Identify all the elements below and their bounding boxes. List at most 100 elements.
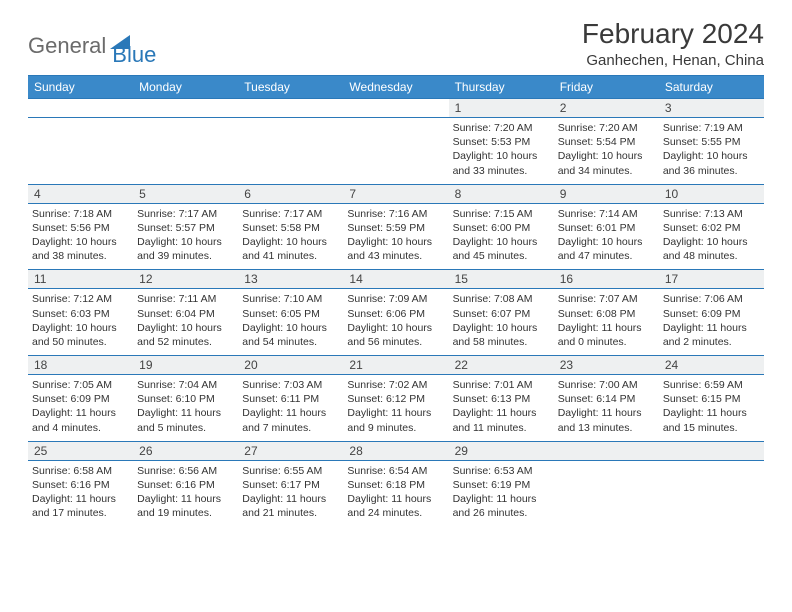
day-detail-cell (343, 118, 448, 185)
sunrise-line: Sunrise: 7:17 AM (242, 207, 339, 221)
day-number-cell: 20 (238, 356, 343, 375)
sunset-line: Sunset: 6:04 PM (137, 307, 234, 321)
sunrise-line: Sunrise: 7:20 AM (453, 121, 550, 135)
daylight-line: Daylight: 11 hours and 0 minutes. (558, 321, 655, 349)
calendar-table: Sunday Monday Tuesday Wednesday Thursday… (28, 76, 764, 526)
sunset-line: Sunset: 6:03 PM (32, 307, 129, 321)
sunrise-line: Sunrise: 7:18 AM (32, 207, 129, 221)
sunrise-line: Sunrise: 6:54 AM (347, 464, 444, 478)
day-detail-cell: Sunrise: 7:06 AMSunset: 6:09 PMDaylight:… (659, 289, 764, 356)
day-detail-cell (28, 118, 133, 185)
day-detail-cell: Sunrise: 7:20 AMSunset: 5:54 PMDaylight:… (554, 118, 659, 185)
sunset-line: Sunset: 5:55 PM (663, 135, 760, 149)
daylight-line: Daylight: 10 hours and 45 minutes. (453, 235, 550, 263)
logo-word-2: Blue (112, 42, 156, 68)
daylight-line: Daylight: 10 hours and 43 minutes. (347, 235, 444, 263)
daylight-line: Daylight: 10 hours and 50 minutes. (32, 321, 129, 349)
sunrise-line: Sunrise: 7:11 AM (137, 292, 234, 306)
day-number-cell: 26 (133, 441, 238, 460)
sunset-line: Sunset: 6:08 PM (558, 307, 655, 321)
sunset-line: Sunset: 6:02 PM (663, 221, 760, 235)
sunrise-line: Sunrise: 7:10 AM (242, 292, 339, 306)
day-detail-cell: Sunrise: 6:58 AMSunset: 6:16 PMDaylight:… (28, 460, 133, 526)
daynum-row: 123 (28, 99, 764, 118)
day-number-cell: 24 (659, 356, 764, 375)
day-number-cell: 6 (238, 184, 343, 203)
day-detail-cell (659, 460, 764, 526)
day-number-cell: 29 (449, 441, 554, 460)
day-detail-cell: Sunrise: 7:13 AMSunset: 6:02 PMDaylight:… (659, 203, 764, 270)
daylight-line: Daylight: 10 hours and 41 minutes. (242, 235, 339, 263)
daylight-line: Daylight: 11 hours and 24 minutes. (347, 492, 444, 520)
sunrise-line: Sunrise: 7:07 AM (558, 292, 655, 306)
sunrise-line: Sunrise: 7:20 AM (558, 121, 655, 135)
day-detail-cell: Sunrise: 7:18 AMSunset: 5:56 PMDaylight:… (28, 203, 133, 270)
day-detail-cell: Sunrise: 7:00 AMSunset: 6:14 PMDaylight:… (554, 375, 659, 442)
daylight-line: Daylight: 10 hours and 52 minutes. (137, 321, 234, 349)
day-number-cell: 1 (449, 99, 554, 118)
day-detail-cell: Sunrise: 7:17 AMSunset: 5:57 PMDaylight:… (133, 203, 238, 270)
day-number-cell: 23 (554, 356, 659, 375)
daylight-line: Daylight: 11 hours and 21 minutes. (242, 492, 339, 520)
daylight-line: Daylight: 10 hours and 58 minutes. (453, 321, 550, 349)
sunrise-line: Sunrise: 7:12 AM (32, 292, 129, 306)
day-detail-cell: Sunrise: 7:03 AMSunset: 6:11 PMDaylight:… (238, 375, 343, 442)
sunset-line: Sunset: 6:11 PM (242, 392, 339, 406)
daylight-line: Daylight: 10 hours and 33 minutes. (453, 149, 550, 177)
sunset-line: Sunset: 6:09 PM (663, 307, 760, 321)
day-number-cell: 9 (554, 184, 659, 203)
sunset-line: Sunset: 6:10 PM (137, 392, 234, 406)
sunset-line: Sunset: 6:19 PM (453, 478, 550, 492)
detail-row: Sunrise: 6:58 AMSunset: 6:16 PMDaylight:… (28, 460, 764, 526)
sunset-line: Sunset: 6:09 PM (32, 392, 129, 406)
daylight-line: Daylight: 11 hours and 17 minutes. (32, 492, 129, 520)
daylight-line: Daylight: 11 hours and 9 minutes. (347, 406, 444, 434)
sunset-line: Sunset: 6:14 PM (558, 392, 655, 406)
day-number-cell: 11 (28, 270, 133, 289)
detail-row: Sunrise: 7:18 AMSunset: 5:56 PMDaylight:… (28, 203, 764, 270)
day-number-cell: 21 (343, 356, 448, 375)
sunrise-line: Sunrise: 7:13 AM (663, 207, 760, 221)
detail-row: Sunrise: 7:05 AMSunset: 6:09 PMDaylight:… (28, 375, 764, 442)
day-number-cell: 2 (554, 99, 659, 118)
sunrise-line: Sunrise: 7:02 AM (347, 378, 444, 392)
sunset-line: Sunset: 6:16 PM (32, 478, 129, 492)
day-number-cell (554, 441, 659, 460)
sunrise-line: Sunrise: 7:01 AM (453, 378, 550, 392)
daynum-row: 18192021222324 (28, 356, 764, 375)
day-detail-cell: Sunrise: 7:05 AMSunset: 6:09 PMDaylight:… (28, 375, 133, 442)
day-number-cell: 22 (449, 356, 554, 375)
day-detail-cell: Sunrise: 7:16 AMSunset: 5:59 PMDaylight:… (343, 203, 448, 270)
day-detail-cell: Sunrise: 7:10 AMSunset: 6:05 PMDaylight:… (238, 289, 343, 356)
daylight-line: Daylight: 11 hours and 11 minutes. (453, 406, 550, 434)
weekday-header: Thursday (449, 76, 554, 99)
daylight-line: Daylight: 10 hours and 48 minutes. (663, 235, 760, 263)
day-number-cell: 7 (343, 184, 448, 203)
sunrise-line: Sunrise: 7:09 AM (347, 292, 444, 306)
day-number-cell (133, 99, 238, 118)
day-detail-cell (238, 118, 343, 185)
day-number-cell: 28 (343, 441, 448, 460)
day-number-cell: 17 (659, 270, 764, 289)
sunrise-line: Sunrise: 7:04 AM (137, 378, 234, 392)
daylight-line: Daylight: 10 hours and 47 minutes. (558, 235, 655, 263)
day-number-cell (238, 99, 343, 118)
day-number-cell: 3 (659, 99, 764, 118)
daylight-line: Daylight: 11 hours and 19 minutes. (137, 492, 234, 520)
logo: General Blue (28, 18, 156, 68)
weekday-header-row: Sunday Monday Tuesday Wednesday Thursday… (28, 76, 764, 99)
location-text: Ganhechen, Henan, China (582, 52, 764, 69)
sunset-line: Sunset: 6:16 PM (137, 478, 234, 492)
sunset-line: Sunset: 6:06 PM (347, 307, 444, 321)
sunrise-line: Sunrise: 7:06 AM (663, 292, 760, 306)
sunset-line: Sunset: 6:07 PM (453, 307, 550, 321)
sunset-line: Sunset: 6:13 PM (453, 392, 550, 406)
day-number-cell (343, 99, 448, 118)
sunset-line: Sunset: 5:54 PM (558, 135, 655, 149)
day-number-cell (28, 99, 133, 118)
logo-word-1: General (28, 33, 106, 59)
day-detail-cell: Sunrise: 7:19 AMSunset: 5:55 PMDaylight:… (659, 118, 764, 185)
sunset-line: Sunset: 6:12 PM (347, 392, 444, 406)
sunrise-line: Sunrise: 6:55 AM (242, 464, 339, 478)
sunrise-line: Sunrise: 6:58 AM (32, 464, 129, 478)
